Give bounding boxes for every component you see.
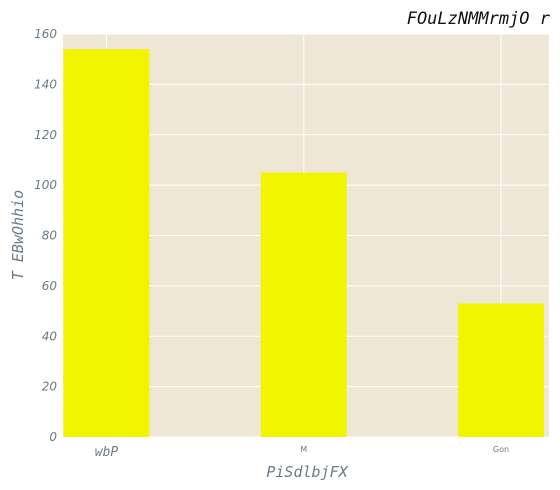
x-tick-label: Gon xyxy=(493,445,509,454)
y-axis-ticks: 0 20 40 60 80 100 120 140 160 xyxy=(34,27,57,444)
bar xyxy=(63,49,150,438)
y-axis-label: T EBwOhhio xyxy=(9,190,27,280)
x-tick-label: wbP xyxy=(95,445,119,460)
y-tick-label: 20 xyxy=(42,380,58,394)
bar xyxy=(458,303,544,437)
y-tick-label: 160 xyxy=(34,27,57,41)
y-tick-label: 60 xyxy=(42,279,58,293)
y-tick-label: 140 xyxy=(34,77,57,91)
y-tick-label: 100 xyxy=(34,178,57,192)
y-tick-label: 120 xyxy=(34,128,57,142)
y-tick-label: 40 xyxy=(42,329,58,343)
bars xyxy=(63,49,544,438)
chart-title: FOuLzNMMrmjO r xyxy=(407,9,551,29)
bar xyxy=(260,172,347,437)
x-axis-label: PiSdlbjFX xyxy=(266,463,348,481)
y-tick-label: 0 xyxy=(49,430,57,444)
x-tick-label: M xyxy=(300,445,307,454)
y-tick-label: 80 xyxy=(42,229,58,243)
x-axis-ticks: wbP M Gon xyxy=(95,445,509,460)
